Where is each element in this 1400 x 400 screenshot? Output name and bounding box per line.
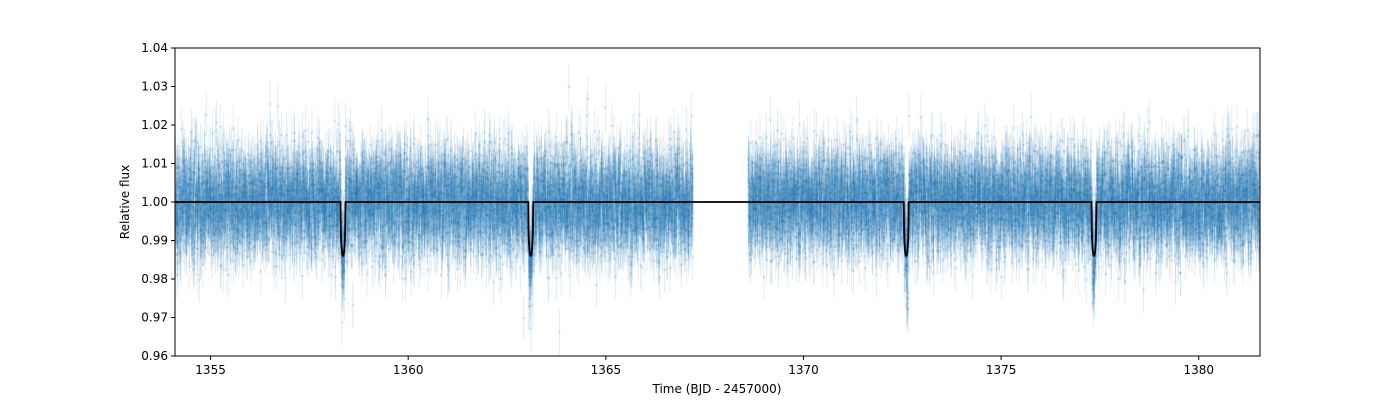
data-point (188, 265, 191, 268)
data-point (336, 161, 339, 164)
data-point (218, 154, 221, 157)
data-point (219, 125, 222, 128)
data-point (259, 270, 262, 273)
data-point (311, 131, 314, 134)
data-point (343, 297, 346, 300)
data-point (211, 148, 214, 151)
data-point (180, 176, 183, 179)
data-point (343, 269, 346, 272)
data-point (199, 146, 202, 149)
data-point (303, 150, 306, 153)
data-point (269, 134, 272, 137)
data-point (351, 304, 354, 307)
data-point (276, 265, 279, 268)
data-point (242, 264, 245, 267)
data-point (262, 142, 265, 145)
data-point (283, 249, 286, 252)
data-point (227, 274, 230, 277)
data-point (247, 153, 250, 156)
data-point (291, 140, 294, 143)
data-point (327, 156, 330, 159)
data-point (273, 211, 276, 214)
data-point (284, 277, 287, 280)
data-point (237, 139, 240, 142)
data-point (205, 113, 208, 116)
data-point (320, 259, 323, 262)
data-point (215, 121, 218, 124)
data-point (180, 128, 183, 131)
data-point (222, 268, 225, 271)
data-point (203, 133, 206, 136)
data-point (346, 261, 349, 264)
data-point (307, 140, 310, 143)
data-point (196, 247, 199, 250)
data-point (197, 273, 200, 276)
data-point (337, 123, 340, 126)
data-point (179, 252, 182, 255)
data-point (341, 321, 344, 324)
data-point (232, 127, 235, 130)
data-point (334, 119, 337, 122)
data-point (243, 249, 246, 252)
data-point (339, 133, 342, 136)
data-point (276, 105, 279, 108)
data-point (304, 129, 307, 132)
data-point (280, 133, 283, 136)
data-point (194, 262, 197, 265)
data-point (330, 274, 333, 277)
data-point (332, 152, 335, 155)
data-point (269, 102, 272, 105)
data-point (301, 275, 304, 278)
data-point (334, 276, 337, 279)
data-point (344, 125, 347, 128)
